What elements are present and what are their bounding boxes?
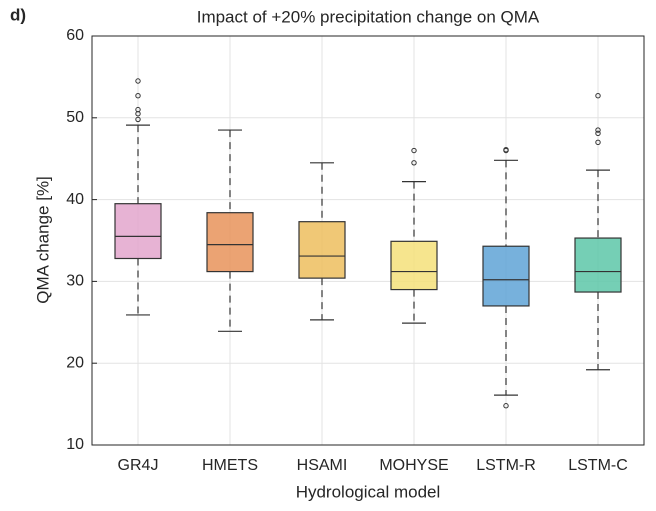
y-axis-label: QMA change [%]	[33, 176, 52, 304]
y-tick-label: 20	[66, 354, 84, 371]
outlier	[595, 139, 601, 146]
plot-frame	[91, 35, 645, 446]
x-tick-label: HSAMI	[297, 457, 348, 474]
outlier	[135, 78, 141, 84]
outlier	[411, 160, 417, 166]
x-tick-label: LSTM-R	[476, 457, 536, 474]
y-tick-label: 30	[66, 273, 84, 290]
outlier	[503, 403, 509, 409]
box	[390, 240, 438, 291]
y-tick-label: 50	[66, 109, 84, 126]
outlier	[503, 147, 509, 153]
outlier	[595, 127, 601, 133]
x-tick-label: MOHYSE	[379, 457, 448, 474]
box	[206, 212, 254, 273]
box	[482, 245, 530, 307]
box	[298, 221, 346, 279]
outlier	[595, 93, 601, 99]
y-tick-label: 60	[66, 27, 84, 44]
y-tick-label: 10	[66, 436, 84, 453]
panel-label: d)	[10, 5, 26, 24]
box	[574, 237, 622, 293]
outlier	[135, 93, 141, 99]
x-tick-label: HMETS	[202, 457, 258, 474]
outlier	[595, 130, 601, 137]
chart-title: Impact of +20% precipitation change on Q…	[197, 7, 540, 26]
outlier	[135, 116, 141, 123]
x-axis-label: Hydrological model	[296, 482, 441, 501]
box	[114, 203, 162, 260]
outlier	[135, 111, 141, 117]
outlier	[411, 147, 417, 154]
x-tick-label: GR4J	[118, 457, 159, 474]
x-tick-label: LSTM-C	[568, 457, 628, 474]
y-tick-label: 40	[66, 191, 84, 208]
